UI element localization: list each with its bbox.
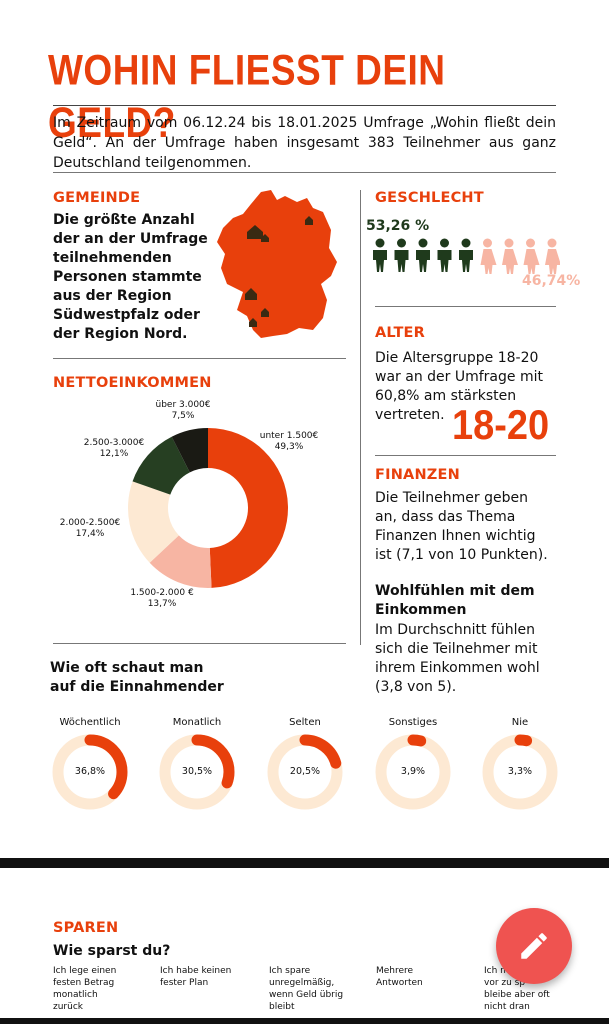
- frequency-label: Nie: [511, 717, 529, 728]
- alter-text: Die Altersgruppe 18-20 war an der Umfrage…: [375, 350, 543, 423]
- frequency-label: Selten: [289, 717, 321, 728]
- savings-option-4: Mehrere Antworten: [376, 966, 423, 988]
- donut-slice-2: [127, 481, 179, 563]
- column-divider: [360, 190, 361, 645]
- savings-option-1: Ich lege einen festen Betrag monatlich zurü…: [53, 966, 117, 1012]
- divider: [53, 643, 346, 644]
- bottom-bar: [0, 1018, 609, 1024]
- section-separator: [0, 858, 609, 868]
- female-percentage: 46,74%: [522, 273, 581, 289]
- divider: [53, 172, 556, 173]
- pencil-icon: [521, 933, 547, 959]
- ring-progress: [52, 734, 128, 810]
- donut-slice-3: [132, 436, 190, 495]
- ring-progress: [267, 734, 343, 810]
- frequency-ring: [159, 734, 235, 810]
- divider: [375, 455, 556, 456]
- ring-progress: [375, 734, 451, 810]
- frequency-value: 3,3%: [507, 766, 533, 777]
- frequency-value: 20,5%: [289, 766, 321, 777]
- finanzen-heading: FINANZEN: [375, 467, 460, 483]
- germany-shape: [217, 190, 337, 338]
- frequency-heading: Wie oft schaut man auf die Einnahmender: [50, 660, 224, 695]
- frequency-label: Monatlich: [172, 717, 222, 728]
- frequency-value: 3,9%: [400, 766, 426, 777]
- chart-label-2500-3000: 2.500-3.000€ 12,1%: [83, 438, 145, 459]
- female-person-icon: [502, 238, 518, 274]
- frequency-ring: [375, 734, 451, 810]
- frequency-ring: [52, 734, 128, 810]
- wohlfuehlen-text: Im Durchschnitt fühlen sich die Teilnehme…: [375, 622, 540, 695]
- income-donut-chart: [127, 428, 288, 588]
- donut-slice-4: [171, 428, 208, 473]
- gemeinde-heading: GEMEINDE: [53, 190, 141, 206]
- frequency-label: Wöchentlich: [59, 717, 121, 728]
- wohlfuehlen-heading: Wohlfühlen mit dem Einkommen: [375, 583, 535, 618]
- edit-button[interactable]: [496, 908, 572, 984]
- chart-label-under1500: unter 1.500€ 49,3%: [259, 431, 319, 452]
- divider: [53, 358, 346, 359]
- sparen-question: Wie sparst du?: [53, 943, 171, 959]
- frequency-ring: [267, 734, 343, 810]
- donut-slice-0: [208, 428, 288, 588]
- house-icon: [261, 234, 269, 242]
- gender-pictogram: [373, 238, 560, 274]
- germany-map: [217, 190, 337, 338]
- savings-option-3: Ich spare unregelmäßig, wenn Geld übrig ble…: [269, 966, 344, 1012]
- female-person-icon: [480, 238, 497, 274]
- chart-label-over3000: über 3.000€ 7,5%: [155, 400, 211, 421]
- ring-progress: [482, 734, 558, 810]
- chart-label-1500-2000: 1.500-2.000 €13,7%: [130, 588, 194, 609]
- age-group-highlight: 18-20: [452, 402, 550, 450]
- donut-slice-1: [149, 535, 212, 588]
- house-icon: [249, 318, 257, 327]
- ring-progress: [159, 734, 235, 810]
- house-icon: [245, 288, 257, 300]
- netto-heading: NETTOEINKOMMEN: [53, 375, 212, 391]
- frequency-label: Sonstiges: [388, 717, 438, 728]
- intro-text: Im Zeitraum vom 06.12.24 bis 18.01.2025 …: [53, 105, 556, 173]
- sparen-heading: SPAREN: [53, 920, 119, 936]
- male-person-icon: [416, 238, 430, 272]
- male-person-icon: [459, 238, 473, 272]
- gemeinde-text: Die größte Anzahl der an der Umfrage teiln…: [53, 212, 208, 342]
- page-title: WOHIN FLIESST DEIN GELD?: [48, 46, 446, 147]
- frequency-ring: [482, 734, 558, 810]
- male-percentage: 53,26 %: [366, 218, 430, 234]
- divider: [375, 306, 556, 307]
- finanzen-text: Die Teilnehmer geben an, dass das Thema Fi…: [375, 490, 548, 563]
- savings-option-2: Ich habe keinen fester Plan: [160, 966, 232, 988]
- male-person-icon: [373, 238, 387, 272]
- female-person-icon: [523, 238, 540, 274]
- house-icon: [305, 216, 313, 225]
- house-icon: [247, 225, 263, 239]
- chart-label-2000-2500: 2.000-2.500€ 17,4%: [59, 518, 121, 539]
- frequency-value: 30,5%: [181, 766, 213, 777]
- geschlecht-heading: GESCHLECHT: [375, 190, 484, 206]
- female-person-icon: [545, 238, 560, 274]
- savings-option-5: Ich n vor zu sp bleibe aber oft nicht dran: [484, 966, 550, 1012]
- alter-heading: ALTER: [375, 325, 426, 341]
- male-person-icon: [437, 238, 452, 272]
- frequency-value: 36,8%: [74, 766, 106, 777]
- male-person-icon: [394, 238, 409, 272]
- house-icon: [261, 308, 269, 317]
